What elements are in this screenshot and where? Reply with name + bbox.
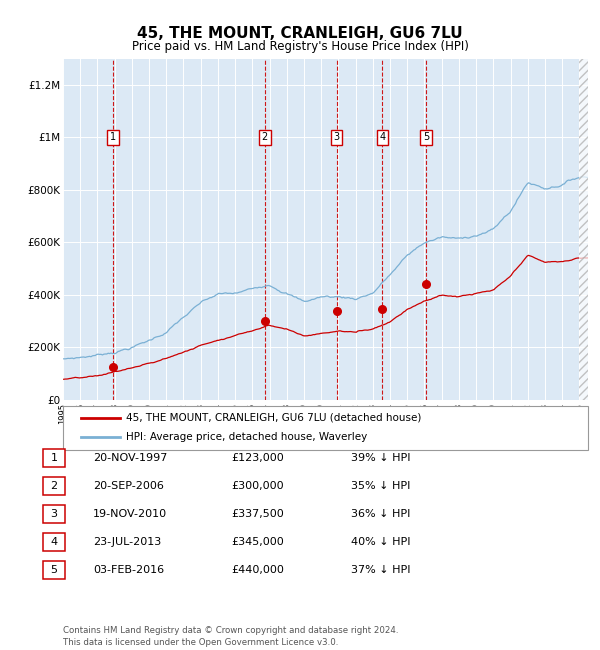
Text: 23-JUL-2013: 23-JUL-2013 xyxy=(93,537,161,547)
Text: 45, THE MOUNT, CRANLEIGH, GU6 7LU: 45, THE MOUNT, CRANLEIGH, GU6 7LU xyxy=(137,26,463,41)
Text: 3: 3 xyxy=(50,509,58,519)
Text: 19-NOV-2010: 19-NOV-2010 xyxy=(93,509,167,519)
Text: Price paid vs. HM Land Registry's House Price Index (HPI): Price paid vs. HM Land Registry's House … xyxy=(131,40,469,53)
Text: £440,000: £440,000 xyxy=(231,565,284,575)
Text: 36% ↓ HPI: 36% ↓ HPI xyxy=(351,509,410,519)
Text: 20-SEP-2006: 20-SEP-2006 xyxy=(93,481,164,491)
Text: Contains HM Land Registry data © Crown copyright and database right 2024.
This d: Contains HM Land Registry data © Crown c… xyxy=(63,626,398,647)
Text: 2: 2 xyxy=(50,481,58,491)
Text: 35% ↓ HPI: 35% ↓ HPI xyxy=(351,481,410,491)
Text: £300,000: £300,000 xyxy=(231,481,284,491)
Text: 1: 1 xyxy=(110,132,116,142)
Text: 20-NOV-1997: 20-NOV-1997 xyxy=(93,453,167,463)
Text: 03-FEB-2016: 03-FEB-2016 xyxy=(93,565,164,575)
Text: £345,000: £345,000 xyxy=(231,537,284,547)
Text: HPI: Average price, detached house, Waverley: HPI: Average price, detached house, Wave… xyxy=(126,432,367,443)
Text: 4: 4 xyxy=(50,537,58,547)
Text: 37% ↓ HPI: 37% ↓ HPI xyxy=(351,565,410,575)
Text: 5: 5 xyxy=(423,132,429,142)
Text: 40% ↓ HPI: 40% ↓ HPI xyxy=(351,537,410,547)
Text: 3: 3 xyxy=(334,132,340,142)
Text: 1: 1 xyxy=(50,453,58,463)
Text: 2: 2 xyxy=(262,132,268,142)
Text: 4: 4 xyxy=(379,132,386,142)
Text: 45, THE MOUNT, CRANLEIGH, GU6 7LU (detached house): 45, THE MOUNT, CRANLEIGH, GU6 7LU (detac… xyxy=(126,413,421,423)
Text: £337,500: £337,500 xyxy=(231,509,284,519)
Text: 39% ↓ HPI: 39% ↓ HPI xyxy=(351,453,410,463)
Text: 5: 5 xyxy=(50,565,58,575)
Text: £123,000: £123,000 xyxy=(231,453,284,463)
